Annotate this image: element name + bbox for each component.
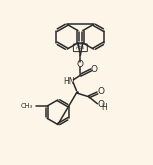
Text: CH₃: CH₃ xyxy=(20,103,32,109)
Text: H: H xyxy=(101,103,107,112)
Text: O: O xyxy=(97,100,104,109)
Text: O: O xyxy=(77,60,84,69)
Text: Abs: Abs xyxy=(76,45,85,50)
Text: HN: HN xyxy=(64,77,75,86)
Text: O: O xyxy=(97,87,104,96)
Text: O: O xyxy=(91,65,98,74)
